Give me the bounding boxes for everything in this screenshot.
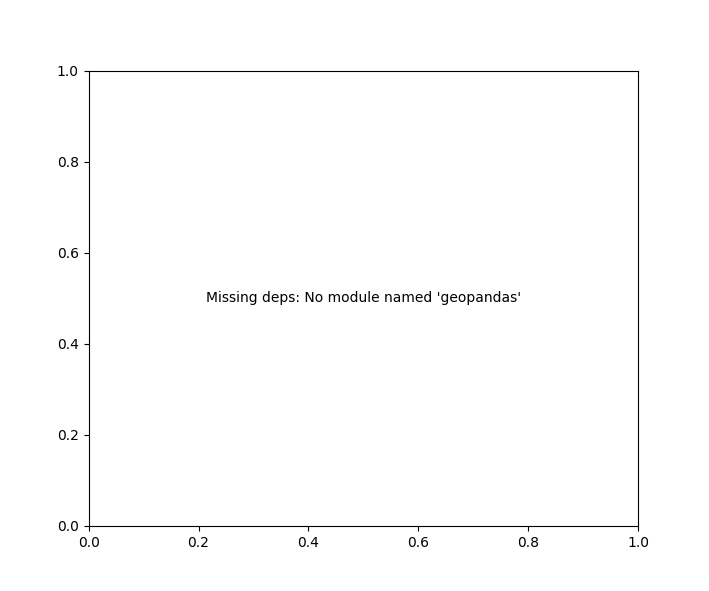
Text: Missing deps: No module named 'geopandas': Missing deps: No module named 'geopandas… — [206, 291, 521, 306]
